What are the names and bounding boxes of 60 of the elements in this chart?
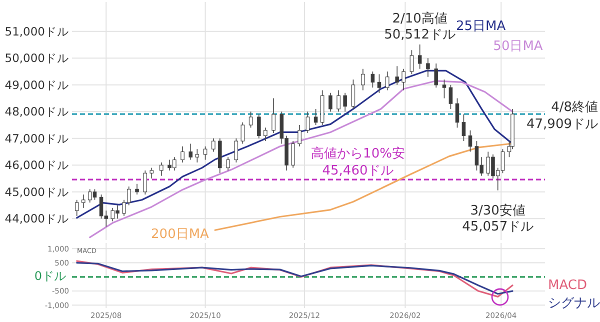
candlestick: [343, 92, 347, 112]
candlestick: [74, 199, 79, 216]
ref-line-label: 高値から10%安 45,460ドル: [311, 146, 405, 179]
candlestick: [135, 183, 139, 195]
candlestick: [442, 79, 446, 99]
candlestick: [336, 90, 340, 112]
ref-line-label: 0ドル: [34, 268, 66, 283]
annotation: 3/30安値 45,057ドル: [462, 202, 534, 234]
text: MACD: [548, 278, 587, 293]
y-tick-label: 47,000ドル: [4, 131, 69, 146]
text: 25日MA: [456, 19, 506, 34]
y-tick-label: 51,000ドル: [4, 24, 69, 38]
y-tick-label: 46,000ドル: [4, 158, 69, 172]
candlestick: [306, 111, 310, 134]
candlestick: [448, 84, 453, 110]
candlestick: [226, 156, 230, 171]
ref-line-label: 4/8終値 47,909ドル: [526, 100, 598, 132]
candlestick: [143, 170, 148, 195]
candlestick: [160, 162, 164, 176]
candlestick: [328, 92, 332, 112]
candlestick: [370, 71, 375, 88]
candlestick: [426, 58, 430, 78]
candlestick: [234, 138, 238, 163]
candlestick: [180, 146, 184, 163]
line-series: [76, 70, 514, 219]
candlestick: [212, 138, 216, 152]
candlestick: [410, 50, 414, 75]
candlestick: [291, 140, 295, 168]
candlestick: [434, 63, 438, 88]
y-tick-label: 50,000ドル: [4, 51, 69, 66]
candlestick: [257, 114, 261, 139]
y-tick-label: 45,000ドル: [4, 184, 69, 199]
candlestick: [272, 98, 276, 134]
candlestick: [377, 74, 382, 94]
candlestick: [81, 194, 86, 208]
candlestick: [203, 146, 208, 160]
y-tick-label: 44,000ドル: [4, 212, 69, 226]
text: 50日MA: [493, 39, 543, 54]
candlestick: [248, 111, 253, 128]
candlestick: [462, 114, 466, 142]
y-tick-label: 48,000ドル: [4, 104, 69, 119]
candlestick: [188, 143, 193, 160]
candlestick: [418, 44, 422, 70]
candlestick: [361, 68, 365, 91]
candlestick: [468, 130, 472, 152]
candlestick: [298, 124, 302, 147]
candlestick: [150, 167, 154, 179]
y-tick-label: 49,000ドル: [4, 78, 69, 92]
candlestick: [240, 122, 245, 144]
annotation: 2/10高値 50,512ドル: [384, 10, 456, 42]
candlestick: [264, 127, 268, 142]
candlestick: [351, 79, 356, 110]
candlestick: [402, 68, 406, 91]
text: シグナル: [548, 296, 600, 311]
candlestick: [455, 98, 460, 128]
candlestick: [395, 66, 399, 86]
candlestick: [195, 148, 200, 163]
series-label: 200日MA: [151, 227, 210, 242]
candlestick: [314, 108, 318, 126]
candlestick: [385, 71, 390, 91]
